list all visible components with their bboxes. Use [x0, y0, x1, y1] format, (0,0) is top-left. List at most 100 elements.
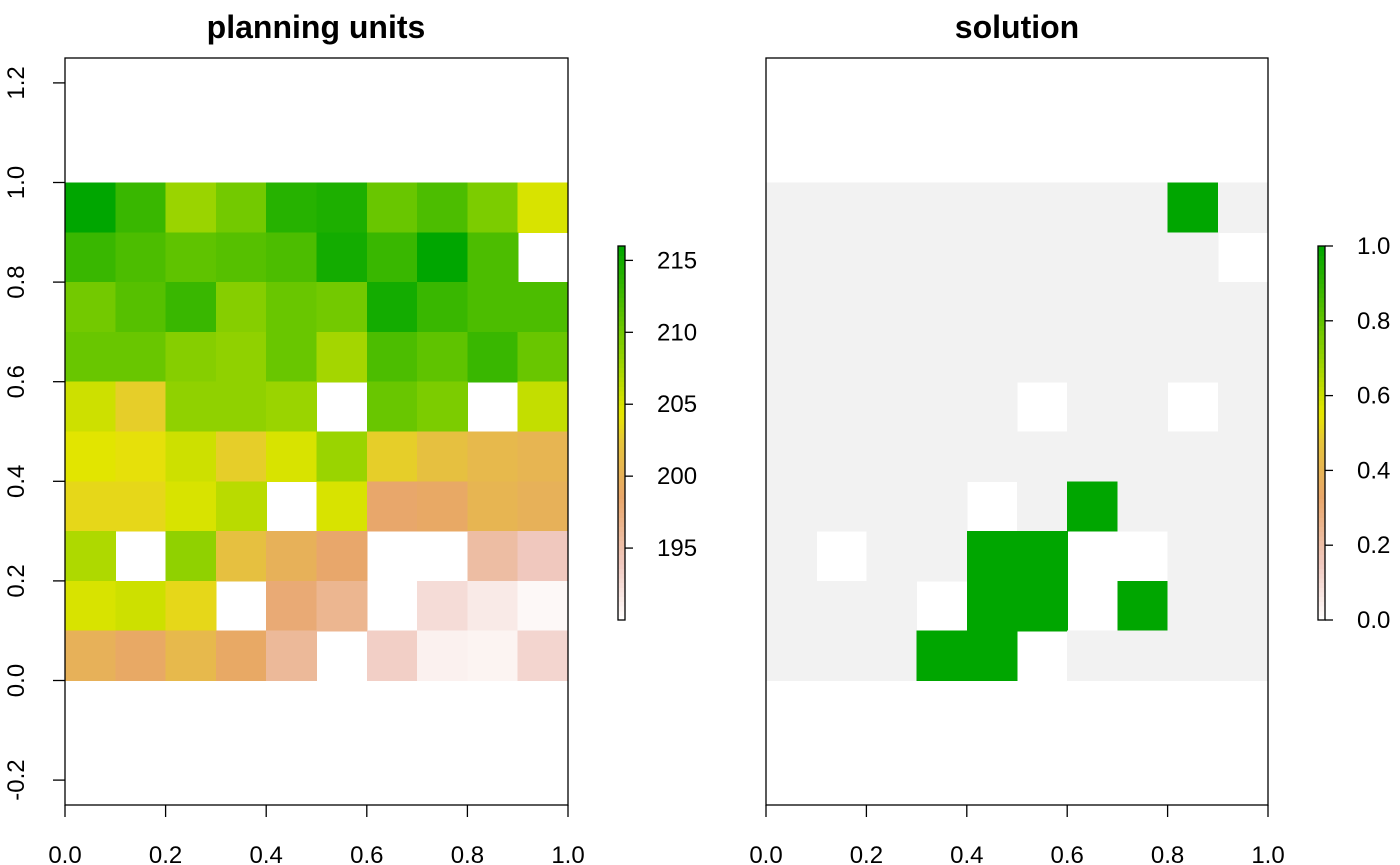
colorbar-segment — [1318, 605, 1325, 612]
colorbar-segment — [618, 395, 625, 401]
raster-cell — [866, 182, 918, 233]
raster-cell — [115, 331, 167, 383]
raster-cell — [65, 232, 116, 283]
raster-cell — [1017, 580, 1068, 632]
raster-cell — [816, 431, 867, 482]
raster-cell — [316, 481, 368, 532]
raster-cell — [816, 232, 867, 283]
raster-cell — [866, 232, 918, 283]
colorbar-segment — [618, 390, 625, 397]
raster-cell — [866, 630, 918, 682]
colorbar-segment — [618, 475, 625, 481]
colorbar-segment — [1318, 418, 1325, 425]
colorbar-segment — [618, 465, 625, 471]
colorbar-segment — [618, 447, 625, 453]
raster-cell — [1017, 282, 1068, 333]
raster-cell — [115, 232, 167, 283]
colorbar-segment — [618, 376, 625, 383]
colorbar-segment — [618, 559, 625, 565]
raster-cell — [65, 580, 116, 632]
colorbar-segment — [618, 484, 625, 490]
raster-cell — [766, 531, 817, 582]
colorbar-segment — [1318, 521, 1325, 528]
colorbar-segment — [1318, 447, 1325, 453]
colorbar-segment — [1318, 367, 1325, 373]
raster-cell — [866, 580, 918, 632]
raster-cell — [1167, 531, 1219, 582]
colorbar-segment — [1318, 423, 1325, 429]
colorbar-segment — [618, 461, 625, 467]
raster-cell — [966, 182, 1018, 233]
colorbar-segment — [1318, 386, 1325, 392]
raster-cell — [366, 481, 418, 532]
raster-cell — [816, 580, 867, 632]
colorbar-segment — [1318, 292, 1325, 299]
raster-cell — [366, 182, 418, 233]
colorbar-segment — [1318, 316, 1325, 322]
colorbar-segment — [618, 353, 625, 359]
raster-cell — [1117, 630, 1169, 682]
colorbar-segment — [1318, 274, 1325, 280]
colorbar-segment — [618, 334, 625, 341]
colorbar-segment — [1318, 246, 1325, 252]
colorbar-tick-label: 0.4 — [1357, 457, 1390, 484]
colorbar-segment — [1318, 362, 1325, 369]
colorbar-segment — [618, 428, 625, 434]
raster-cell — [916, 630, 968, 682]
raster-cell — [966, 630, 1018, 682]
raster-cell — [316, 531, 368, 582]
colorbar-segment — [618, 433, 625, 439]
colorbar-segment — [618, 596, 625, 602]
colorbar-segment — [1318, 409, 1325, 415]
colorbar-segment — [618, 479, 625, 486]
colorbar-segment — [1318, 442, 1325, 448]
colorbar-segment — [1318, 451, 1325, 457]
raster-cell — [417, 331, 468, 383]
colorbar-segment — [618, 302, 625, 308]
raster-cell — [417, 182, 468, 233]
colorbar-segment — [1318, 549, 1325, 556]
raster-cell — [1067, 282, 1118, 333]
colorbar-tick-label: 0.8 — [1357, 308, 1390, 335]
colorbar-segment — [1318, 591, 1325, 598]
colorbar-segment — [618, 362, 625, 369]
raster-cell — [165, 232, 217, 283]
raster-cell — [866, 431, 918, 482]
raster-cell — [1067, 331, 1118, 383]
raster-cell — [1167, 580, 1219, 632]
colorbar-segment — [1318, 475, 1325, 481]
colorbar-segment — [618, 306, 625, 313]
raster-cell — [316, 580, 368, 632]
colorbar-segment — [1318, 348, 1325, 355]
x-tick-label: 1.0 — [1251, 842, 1284, 865]
raster-cell — [816, 182, 867, 233]
raster-cell — [866, 331, 918, 383]
colorbar-segment — [618, 563, 625, 570]
colorbar-segment — [618, 316, 625, 322]
colorbar-segment — [618, 582, 625, 588]
colorbar-segment — [1318, 577, 1325, 584]
raster-cell — [1117, 232, 1169, 283]
colorbar-segment — [618, 264, 625, 270]
raster-cell — [165, 182, 217, 233]
raster-cell — [816, 630, 867, 682]
raster-cell — [1017, 232, 1068, 283]
colorbar-segment — [1318, 587, 1325, 593]
raster-cell — [517, 481, 569, 532]
raster-cell — [266, 282, 318, 333]
colorbar-segment — [618, 577, 625, 584]
colorbar-segment — [618, 601, 625, 607]
colorbar-segment — [1318, 493, 1325, 500]
plot-title: planning units — [207, 9, 426, 45]
raster-cell — [916, 381, 968, 433]
raster-cell — [115, 481, 167, 532]
x-tick-label: 0.6 — [1051, 842, 1084, 865]
colorbar-segment — [1318, 540, 1325, 546]
raster-cell — [165, 630, 217, 682]
raster-cell — [215, 431, 267, 482]
raster-cell — [517, 331, 569, 383]
colorbar-segment — [618, 423, 625, 429]
colorbar-tick-label: 215 — [657, 247, 697, 274]
raster-cell — [467, 282, 519, 333]
raster-cell — [766, 381, 817, 433]
